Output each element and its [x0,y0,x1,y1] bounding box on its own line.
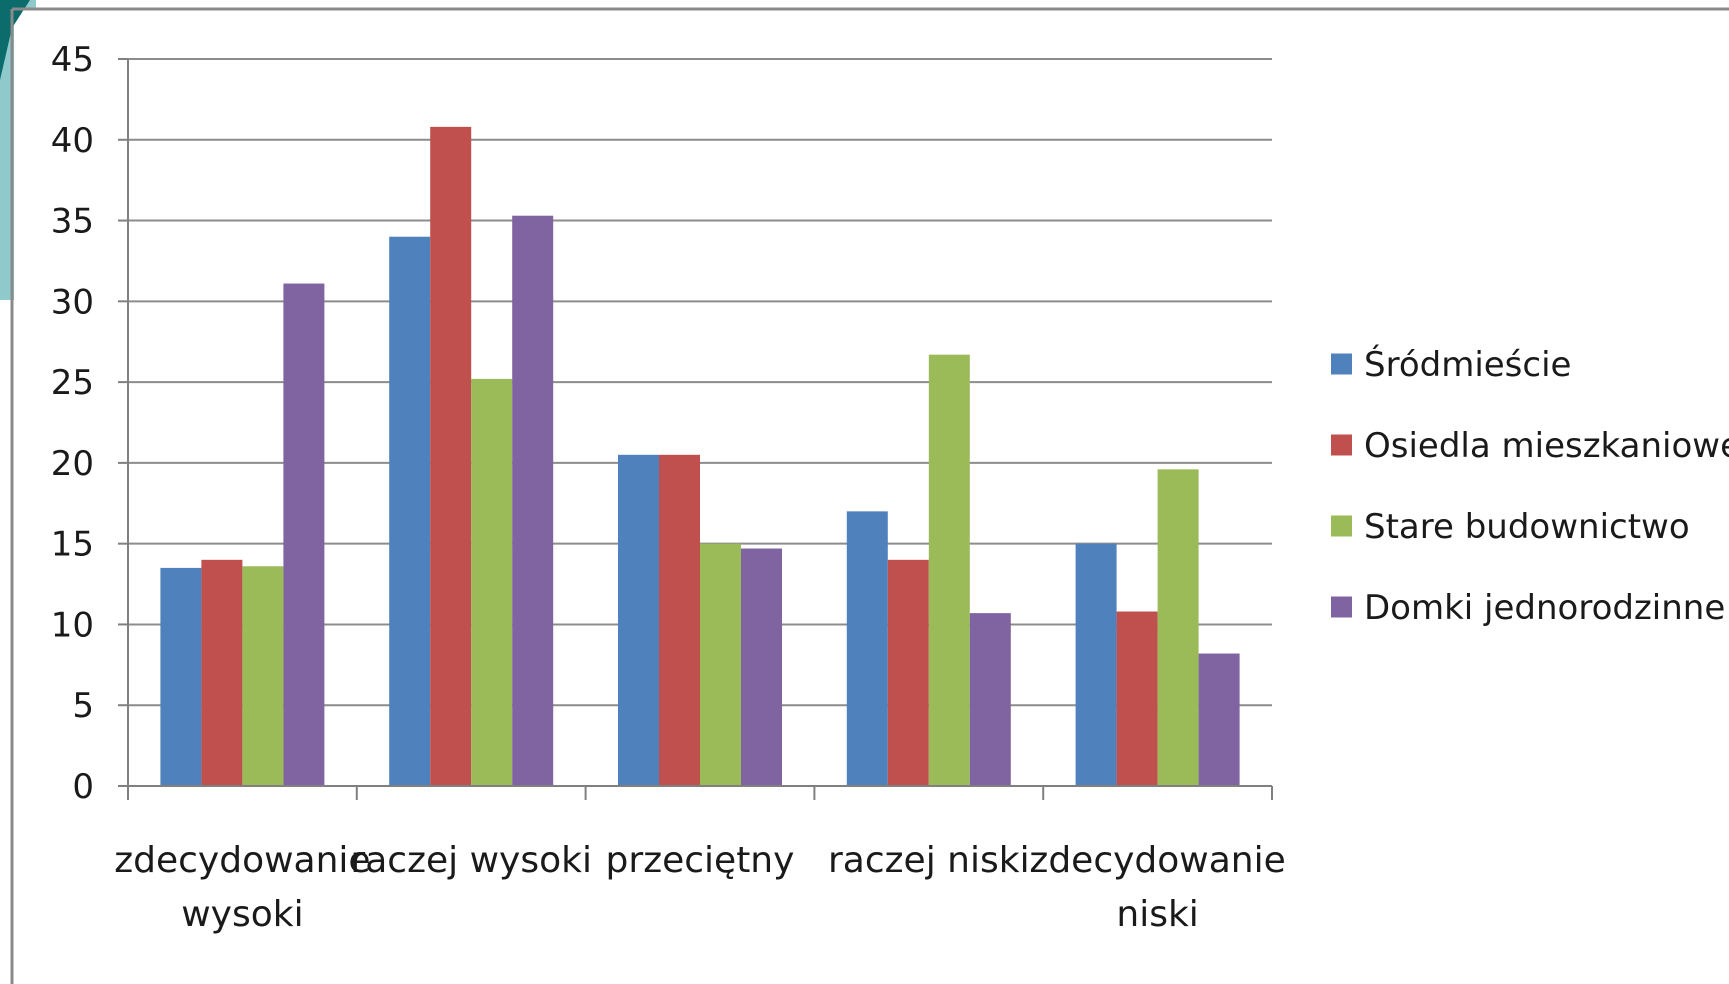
legend-swatch [1331,434,1352,456]
bar [283,283,325,786]
y-tick-label: 20 [51,444,94,484]
y-tick-label: 0 [72,767,94,807]
legend-label: Domki jednorodzinne [1364,588,1725,628]
bar [659,454,700,786]
x-category-label: przeciętny [606,840,795,881]
bar [201,559,243,786]
legend-label: Stare budownictwo [1364,507,1690,547]
legend-swatch [1331,596,1352,618]
x-category-label: zdecydowanie wysoki [114,840,370,935]
bar [389,236,431,786]
bar [430,126,472,786]
x-category-label: raczej niski [828,840,1030,881]
bar [846,511,888,786]
x-category-label-line: raczej wysoki [350,840,592,881]
legend-label: Śródmieście [1364,344,1571,385]
legend-label: Osiedla mieszkaniowe [1364,426,1729,466]
y-tick-label: 25 [51,363,94,403]
x-category-label: zdecydowanie niski [1029,840,1285,935]
axis-labels: 0 5 10 15 20 25 30 35 40 45 zdecydowanie wysoki racz… [51,40,1286,935]
bar [700,543,741,786]
y-tick-label: 35 [51,202,94,242]
bars [160,126,1240,787]
bar [1075,543,1117,786]
y-tick-label: 40 [51,121,94,161]
corner-accent-dark [0,0,30,80]
x-category-label-line: zdecydowanie [1029,840,1285,881]
bar [1157,469,1199,786]
bar [160,567,202,786]
bar [928,354,970,786]
x-category-label-line: niski [1116,894,1198,935]
y-tick-label: 5 [72,686,94,726]
corner-accent-light [0,0,36,300]
x-category-label-line: wysoki [181,894,303,935]
x-category-label-line: przeciętny [606,840,795,881]
bar [969,613,1011,786]
bar [887,559,929,786]
axes [127,59,1273,800]
bar [741,548,782,786]
y-tick-label: 10 [51,605,94,645]
y-tick-label: 30 [51,282,94,322]
legend-swatch [1331,353,1352,375]
x-category-label-line: raczej niski [828,840,1030,881]
bar [618,454,659,786]
legend-swatch [1331,515,1352,537]
bar [471,378,513,786]
y-tick-label: 15 [51,525,94,565]
bar [1116,611,1158,786]
legend: Śródmieście Osiedla mieszkaniowe Stare bud… [1331,344,1729,628]
y-tick-label: 45 [51,40,94,80]
bar [1198,653,1240,786]
x-category-label-line: zdecydowanie [114,840,370,881]
x-category-label: raczej wysoki [350,840,592,881]
bar [242,566,284,786]
bar [512,215,554,787]
